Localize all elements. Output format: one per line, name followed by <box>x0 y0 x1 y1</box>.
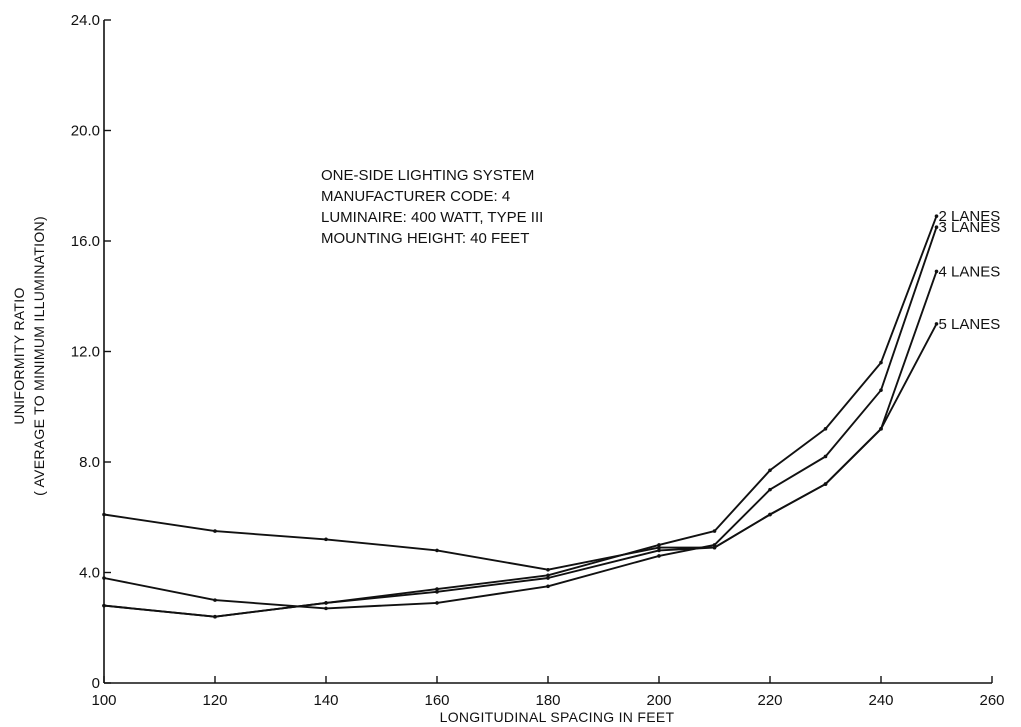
series-line-5-lanes <box>103 323 938 618</box>
data-point-4-lanes <box>435 548 439 553</box>
data-point-4-lanes <box>102 512 106 517</box>
series-label-5-lanes: 5 LANES <box>939 316 1001 333</box>
data-point-3-lanes <box>546 584 550 589</box>
data-point-5-lanes <box>546 576 550 580</box>
x-axis-title: LONGITUDINAL SPACING IN FEET <box>440 709 675 725</box>
data-point-3-lanes <box>324 606 328 611</box>
annotation-line-manufacturer: MANUFACTURER CODE: 4 <box>321 188 510 205</box>
data-point-4-lanes <box>934 269 939 274</box>
y-axis-title: UNIFORMITY RATIO ( AVERAGE TO MINIMUM IL… <box>11 216 47 496</box>
x-tick-label: 200 <box>646 692 671 709</box>
y-tick-label: 12.0 <box>71 344 100 361</box>
data-point-5-lanes <box>879 427 883 431</box>
series-label-2-lanes: 2 LANES <box>939 208 1001 225</box>
data-point-3-lanes <box>657 554 661 558</box>
series-2-lanes: 2 LANES <box>102 208 1001 619</box>
y-tick-label: 4.0 <box>79 565 100 582</box>
series-line-2-lanes <box>103 215 938 618</box>
data-point-4-lanes <box>213 529 217 533</box>
x-tick-label: 120 <box>202 692 227 709</box>
data-point-2-lanes <box>712 529 717 533</box>
x-tick-label: 140 <box>313 692 338 709</box>
series-3-lanes: 3 LANES <box>102 219 1001 611</box>
y-axis-title-line-2: ( AVERAGE TO MINIMUM ILLUMINATION) <box>31 216 47 496</box>
y-tick-label: 24.0 <box>71 12 100 29</box>
annotation-line-system: ONE-SIDE LIGHTING SYSTEM <box>321 167 534 184</box>
data-point-4-lanes <box>324 537 328 542</box>
y-tick-label: 0 <box>92 675 100 692</box>
data-point-5-lanes <box>324 601 328 605</box>
data-point-5-lanes <box>934 322 939 326</box>
axes <box>103 20 992 684</box>
series-label-3-lanes: 3 LANES <box>939 219 1001 236</box>
data-point-5-lanes <box>823 482 828 486</box>
data-point-2-lanes <box>657 543 661 547</box>
series-label-4-lanes: 4 LANES <box>939 263 1001 280</box>
data-point-3-lanes <box>213 598 217 602</box>
series-5-lanes: 5 LANES <box>102 316 1000 619</box>
data-point-3-lanes <box>712 543 717 547</box>
data-point-3-lanes <box>102 576 106 580</box>
data-point-5-lanes <box>435 590 439 594</box>
data-point-5-lanes <box>768 512 772 517</box>
x-tick-label: 160 <box>424 692 449 709</box>
data-point-2-lanes <box>435 587 439 591</box>
data-point-3-lanes <box>879 388 883 392</box>
annotation-line-luminaire: LUMINAIRE: 400 WATT, TYPE III <box>321 209 543 226</box>
data-point-2-lanes <box>546 573 550 578</box>
data-point-5-lanes <box>213 614 217 619</box>
x-tick-label: 240 <box>868 692 893 709</box>
x-tick-label: 100 <box>91 692 116 709</box>
x-tick-label: 220 <box>757 692 782 709</box>
series-line-3-lanes <box>103 226 938 610</box>
chart-annotation: ONE-SIDE LIGHTING SYSTEM MANUFACTURER CO… <box>321 167 543 247</box>
data-point-4-lanes <box>546 567 550 572</box>
series-line-4-lanes <box>103 271 938 571</box>
data-point-2-lanes <box>768 468 772 473</box>
data-point-2-lanes <box>934 214 939 218</box>
x-tick-label: 260 <box>979 692 1004 709</box>
series-4-lanes: 4 LANES <box>102 263 1001 572</box>
data-point-5-lanes <box>657 548 661 553</box>
y-tick-label: 8.0 <box>79 454 100 471</box>
data-point-3-lanes <box>823 454 828 459</box>
data-point-4-lanes <box>657 545 661 550</box>
data-point-2-lanes <box>823 427 828 431</box>
data-point-3-lanes <box>934 225 939 229</box>
x-tick-label: 180 <box>535 692 560 709</box>
y-axis-title-line-1: UNIFORMITY RATIO <box>11 287 27 424</box>
annotation-line-mounting-height: MOUNTING HEIGHT: 40 FEET <box>321 230 529 247</box>
data-point-3-lanes <box>435 601 439 605</box>
data-point-5-lanes <box>712 545 717 550</box>
data-point-2-lanes <box>879 360 883 365</box>
data-point-5-lanes <box>102 603 106 608</box>
ticks: 100 120 140 160 180 200 220 240 260 0 4.0 8.0 12.0 16… <box>71 12 1005 709</box>
data-point-3-lanes <box>768 487 772 492</box>
y-tick-label: 16.0 <box>71 233 100 250</box>
y-tick-label: 20.0 <box>71 123 100 140</box>
